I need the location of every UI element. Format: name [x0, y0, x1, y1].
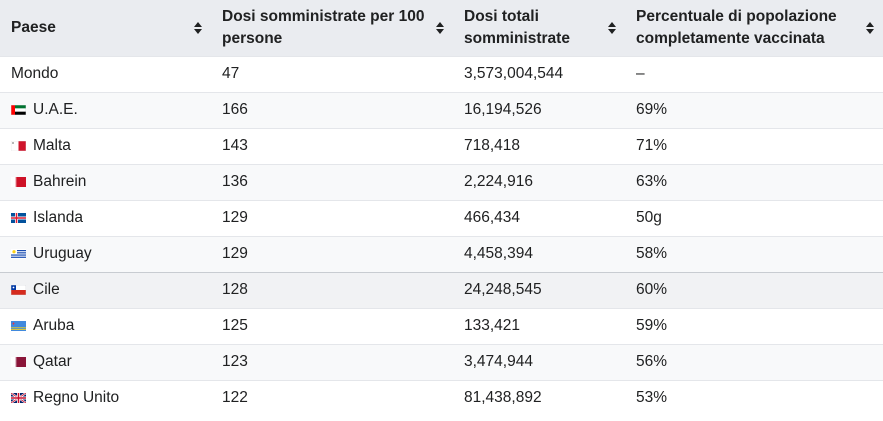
- country-name[interactable]: Regno Unito: [33, 389, 120, 407]
- country-cell: Aruba: [0, 308, 211, 344]
- country-name: Mondo: [11, 65, 59, 82]
- country-cell: Regno Unito: [0, 380, 211, 416]
- fully-vaccinated-cell: 71%: [636, 137, 668, 154]
- column-header-label: Dosi totali somministrate: [464, 7, 570, 47]
- table-row: Islanda 129 466,434 50g: [0, 200, 883, 236]
- country-cell: Islanda: [0, 200, 211, 236]
- column-header-fully-vaccinated[interactable]: Percentuale di popolazione completamente…: [625, 0, 883, 56]
- table-row: Cile 128 24,248,545 60%: [0, 272, 883, 308]
- country-cell: Mondo: [0, 56, 211, 92]
- country-name[interactable]: Uruguay: [33, 245, 92, 262]
- fully-vaccinated-cell: –: [636, 65, 645, 82]
- country-cell: Uruguay: [0, 236, 211, 272]
- chile-flag-icon: [11, 285, 26, 295]
- sort-arrows-icon[interactable]: [607, 21, 617, 35]
- country-name[interactable]: Bahrein: [33, 173, 87, 190]
- iceland-flag-icon: [11, 213, 26, 223]
- total-doses-cell: 4,458,394: [464, 245, 533, 262]
- country-name[interactable]: Aruba: [33, 317, 75, 334]
- fully-vaccinated-cell: 60%: [636, 281, 668, 298]
- country-cell: Cile: [0, 272, 211, 308]
- uk-flag-icon: [11, 393, 26, 404]
- doses-per-100-cell: 136: [222, 173, 248, 190]
- total-doses-cell: 133,421: [464, 317, 521, 334]
- doses-per-100-cell: 166: [222, 101, 248, 118]
- fully-vaccinated-cell: 50g: [636, 209, 662, 226]
- sort-arrows-icon[interactable]: [865, 21, 875, 35]
- doses-per-100-cell: 125: [222, 317, 248, 334]
- column-header-total-doses[interactable]: Dosi totali somministrate: [453, 0, 625, 56]
- table-row: Uruguay 129 4,458,394 58%: [0, 236, 883, 272]
- country-name[interactable]: Islanda: [33, 209, 83, 226]
- fully-vaccinated-cell: 56%: [636, 353, 668, 370]
- total-doses-cell: 718,418: [464, 137, 521, 154]
- column-header-label: Percentuale di popolazione completamente…: [636, 7, 837, 47]
- doses-per-100-cell: 123: [222, 353, 248, 370]
- table-row: Qatar 123 3,474,944 56%: [0, 344, 883, 380]
- fully-vaccinated-cell: 59%: [636, 317, 668, 334]
- sort-arrows-icon[interactable]: [435, 21, 445, 35]
- total-doses-cell: 2,224,916: [464, 173, 533, 190]
- country-name[interactable]: Qatar: [33, 353, 72, 370]
- column-header-label: Paese: [11, 18, 56, 36]
- total-doses-cell: 3,474,944: [464, 353, 533, 370]
- malta-flag-icon: [11, 141, 26, 151]
- table-row: Mondo 47 3,573,004,544 –: [0, 56, 883, 92]
- fully-vaccinated-cell: 69%: [636, 101, 668, 118]
- country-name[interactable]: Cile: [33, 281, 60, 298]
- country-cell: Malta: [0, 128, 211, 164]
- table-row: Aruba 125 133,421 59%: [0, 308, 883, 344]
- column-header-label: Dosi somministrate per 100 persone: [222, 7, 425, 47]
- fully-vaccinated-cell: 53%: [636, 389, 668, 407]
- table-row: Bahrein 136 2,224,916 63%: [0, 164, 883, 200]
- total-doses-cell: 3,573,004,544: [464, 65, 564, 82]
- header-row: Paese Dosi somministrate per 100 persone…: [0, 0, 883, 56]
- doses-per-100-cell: 129: [222, 245, 248, 262]
- total-doses-cell: 81,438,892: [464, 389, 542, 407]
- table-row: Malta 143 718,418 71%: [0, 128, 883, 164]
- total-doses-cell: 24,248,545: [464, 281, 542, 298]
- fully-vaccinated-cell: 58%: [636, 245, 668, 262]
- uruguay-flag-icon: [11, 249, 26, 259]
- qatar-flag-icon: [11, 357, 26, 367]
- country-cell: U.A.E.: [0, 92, 211, 128]
- fully-vaccinated-cell: 63%: [636, 173, 668, 190]
- total-doses-cell: 16,194,526: [464, 101, 542, 118]
- country-cell: Bahrein: [0, 164, 211, 200]
- doses-per-100-cell: 143: [222, 137, 248, 154]
- total-doses-cell: 466,434: [464, 209, 521, 226]
- aruba-flag-icon: [11, 321, 26, 331]
- doses-per-100-cell: 129: [222, 209, 248, 226]
- bahrain-flag-icon: [11, 177, 26, 187]
- doses-per-100-cell: 128: [222, 281, 248, 298]
- table-row: U.A.E. 166 16,194,526 69%: [0, 92, 883, 128]
- column-header-doses-per-100[interactable]: Dosi somministrate per 100 persone: [211, 0, 453, 56]
- sort-arrows-icon[interactable]: [193, 21, 203, 35]
- country-cell: Qatar: [0, 344, 211, 380]
- country-name[interactable]: U.A.E.: [33, 101, 78, 118]
- doses-per-100-cell: 122: [222, 389, 248, 407]
- table-row: Regno Unito 122 81,438,892 53%: [0, 380, 883, 416]
- column-header-country[interactable]: Paese: [0, 0, 211, 56]
- country-name[interactable]: Malta: [33, 137, 71, 154]
- doses-per-100-cell: 47: [222, 65, 240, 82]
- uae-flag-icon: [11, 105, 26, 115]
